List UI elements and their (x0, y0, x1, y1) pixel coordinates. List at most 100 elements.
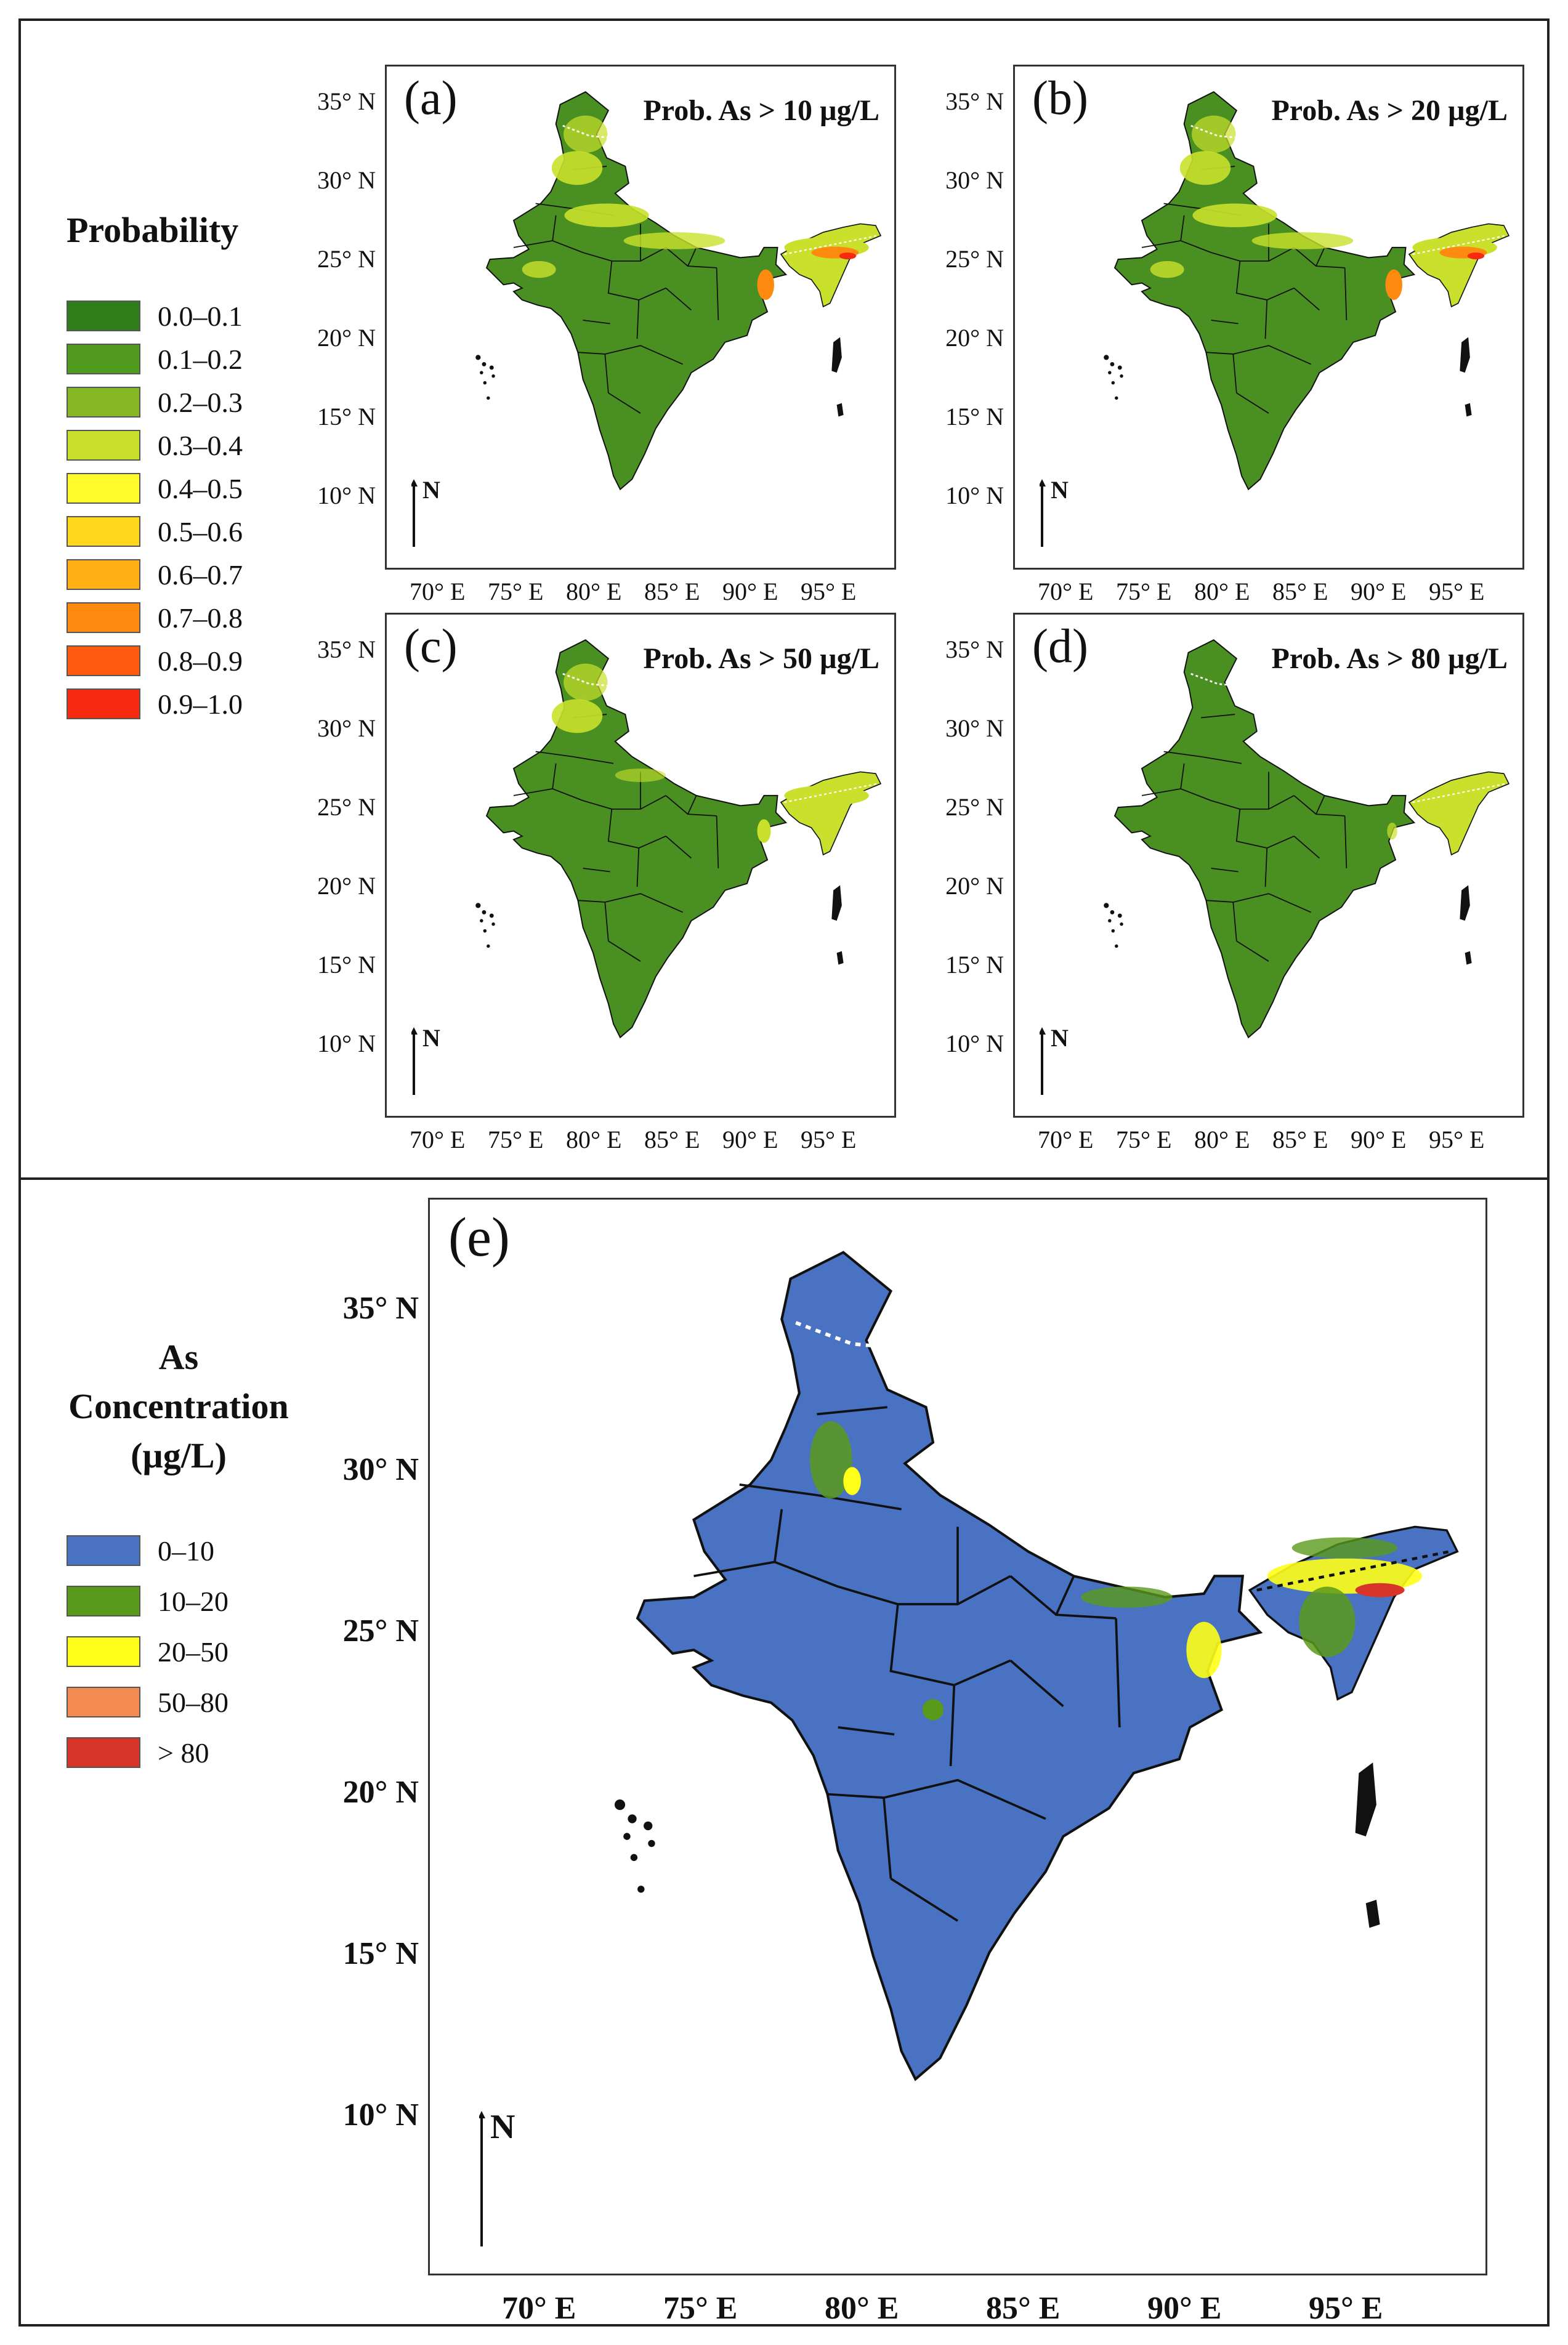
lat-tick: 25° N (945, 793, 1004, 821)
legend-label: 20–50 (158, 1636, 228, 1668)
legend-label: 0–10 (158, 1535, 214, 1567)
lat-tick: 20° N (342, 1775, 419, 1810)
hotspot (564, 115, 608, 153)
lon-tick: 90° E (722, 578, 778, 605)
panel-title: Prob. As > 20 µg/L (1271, 94, 1508, 127)
lat-tick: 35° N (342, 1291, 419, 1326)
lat-tick: 10° N (317, 1030, 376, 1057)
legend-label: 0.2–0.3 (158, 386, 243, 418)
map-panel-e: (e) N (428, 1198, 1487, 2275)
probability-legend-item: 0.8–0.9 (67, 644, 243, 678)
hotspot (1192, 203, 1277, 227)
probability-legend-item: 0.9–1.0 (67, 687, 243, 721)
lat-tick: 15° N (342, 1936, 419, 1971)
lon-tick: 70° E (502, 2291, 576, 2326)
lon-tick: 95° E (1429, 1126, 1485, 1153)
lat-tick: 15° N (945, 951, 1004, 979)
probability-legend-item: 0.0–0.1 (67, 299, 243, 333)
mainland-india (486, 639, 787, 1038)
hotspot (615, 768, 666, 782)
hotspot (810, 1421, 852, 1499)
lat-tick: 15° N (317, 951, 376, 979)
concentration-legend-item: 0–10 (67, 1533, 214, 1568)
hotspot (784, 785, 869, 806)
map-panel-a: (a) Prob. As > 10 µg/L N (385, 65, 896, 570)
north-label: N (1051, 476, 1069, 504)
map-svg (475, 91, 881, 490)
probability-legend-item: 0.1–0.2 (67, 342, 243, 376)
dotted-boundary (784, 235, 878, 255)
lon-tick: 75° E (1116, 578, 1172, 605)
section-divider (18, 1177, 1550, 1180)
dotted-boundary (1412, 783, 1506, 803)
map-svg (1104, 639, 1509, 1038)
probability-legend-title: Probability (67, 210, 239, 250)
lat-tick: 30° N (317, 166, 376, 194)
hotspot (551, 151, 603, 185)
hotspot (1299, 1586, 1356, 1657)
lon-tick: 85° E (1272, 578, 1328, 605)
hotspot (843, 1467, 861, 1495)
lat-tick: 30° N (945, 166, 1004, 194)
lon-tick: 95° E (801, 1126, 857, 1153)
legend-label: 0.8–0.9 (158, 645, 243, 677)
mainland-india (1114, 91, 1415, 490)
concentration-legend-title-line3: (µg/L) (131, 1435, 227, 1475)
legend-swatch (67, 1687, 140, 1717)
lat-tick: 10° N (342, 2097, 419, 2133)
lon-tick: 85° E (986, 2291, 1061, 2326)
lon-tick: 70° E (410, 578, 466, 605)
lon-tick: 80° E (566, 578, 622, 605)
hotspot (1387, 822, 1397, 840)
lon-tick: 85° E (644, 578, 700, 605)
legend-swatch (67, 516, 140, 547)
map-svg (1104, 91, 1509, 490)
lat-tick: 15° N (317, 403, 376, 430)
concentration-legend-item: 50–80 (67, 1685, 228, 1719)
legend-swatch (67, 1737, 140, 1768)
lat-tick: 35° N (317, 87, 376, 115)
legend-swatch (67, 645, 140, 676)
lon-tick: 75° E (488, 578, 544, 605)
northeast-india (1408, 223, 1509, 307)
mainland-india (1114, 639, 1415, 1038)
north-label: N (422, 476, 440, 504)
map-svg (475, 639, 881, 1038)
legend-swatch (67, 1636, 140, 1667)
lon-tick: 95° E (1309, 2291, 1383, 2326)
lat-tick: 30° N (945, 714, 1004, 742)
legend-swatch (67, 473, 140, 504)
north-label: N (490, 2108, 515, 2146)
legend-label: 0.9–1.0 (158, 688, 243, 720)
lat-tick: 25° N (317, 793, 376, 821)
legend-label: 0.5–0.6 (158, 515, 243, 547)
hotspot (1385, 269, 1402, 301)
map-panel-b: (b) Prob. As > 20 µg/L N (1013, 65, 1524, 570)
hotspot (623, 232, 725, 249)
hotspot (1291, 1537, 1398, 1559)
concentration-legend-item: > 80 (67, 1735, 209, 1770)
lat-tick: 20° N (945, 872, 1004, 900)
legend-swatch (67, 301, 140, 331)
legend-label: 50–80 (158, 1686, 228, 1718)
hotspot (522, 260, 556, 278)
lon-tick: 90° E (1351, 578, 1407, 605)
legend-swatch (67, 688, 140, 719)
legend-label: > 80 (158, 1737, 209, 1769)
lon-tick: 90° E (722, 1126, 778, 1153)
hotspot (1192, 115, 1236, 153)
probability-legend-item: 0.3–0.4 (67, 428, 243, 462)
probability-legend-item: 0.7–0.8 (67, 600, 243, 635)
north-label: N (1051, 1024, 1069, 1052)
mainland-india (637, 1253, 1260, 2080)
legend-label: 0.3–0.4 (158, 429, 243, 461)
north-arrow: N (411, 1024, 440, 1095)
lat-tick: 15° N (945, 403, 1004, 430)
lat-tick: 10° N (945, 482, 1004, 509)
hotspot (1186, 1621, 1222, 1679)
lon-tick: 70° E (410, 1126, 466, 1153)
panel-title: Prob. As > 10 µg/L (643, 94, 879, 127)
lon-tick: 90° E (1147, 2291, 1222, 2326)
lat-tick: 10° N (317, 482, 376, 509)
concentration-legend-title-line1: As (158, 1337, 199, 1377)
